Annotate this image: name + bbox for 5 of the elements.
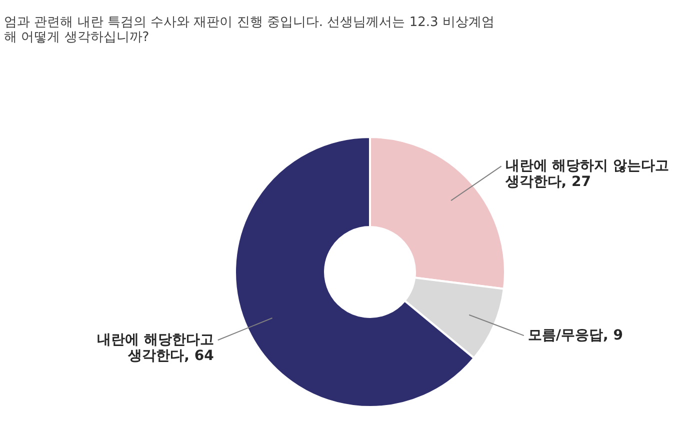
slice-label: 모름/무응답, 9 [528,328,623,344]
slice-label: 내란에 해당한다고 생각한다, 64 [96,332,214,364]
text: 엄과 관련해 내란 특검의 수사와 재판이 진행 중입니다. 선생님께서는 12.3 비상계엄 [4,15,494,30]
slice-label: 내란에 해당하지 않는다고 생각한다, 27 [504,158,670,190]
text: 해 어떻게 생각하십니까? [4,30,150,45]
